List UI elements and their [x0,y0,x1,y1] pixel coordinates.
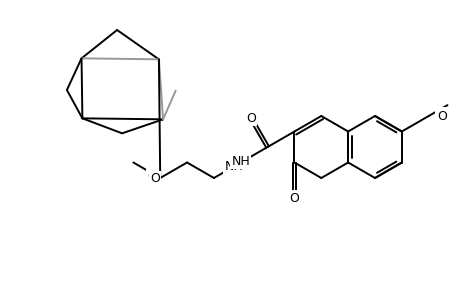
Text: O: O [436,110,446,122]
Text: O: O [289,192,299,205]
Text: O: O [246,112,255,124]
Text: NH: NH [224,160,243,173]
Text: NH: NH [231,155,250,168]
Text: O: O [147,169,157,182]
Text: O: O [246,112,255,124]
Text: O: O [435,107,445,121]
Text: O: O [289,191,299,204]
Text: O: O [150,172,160,184]
